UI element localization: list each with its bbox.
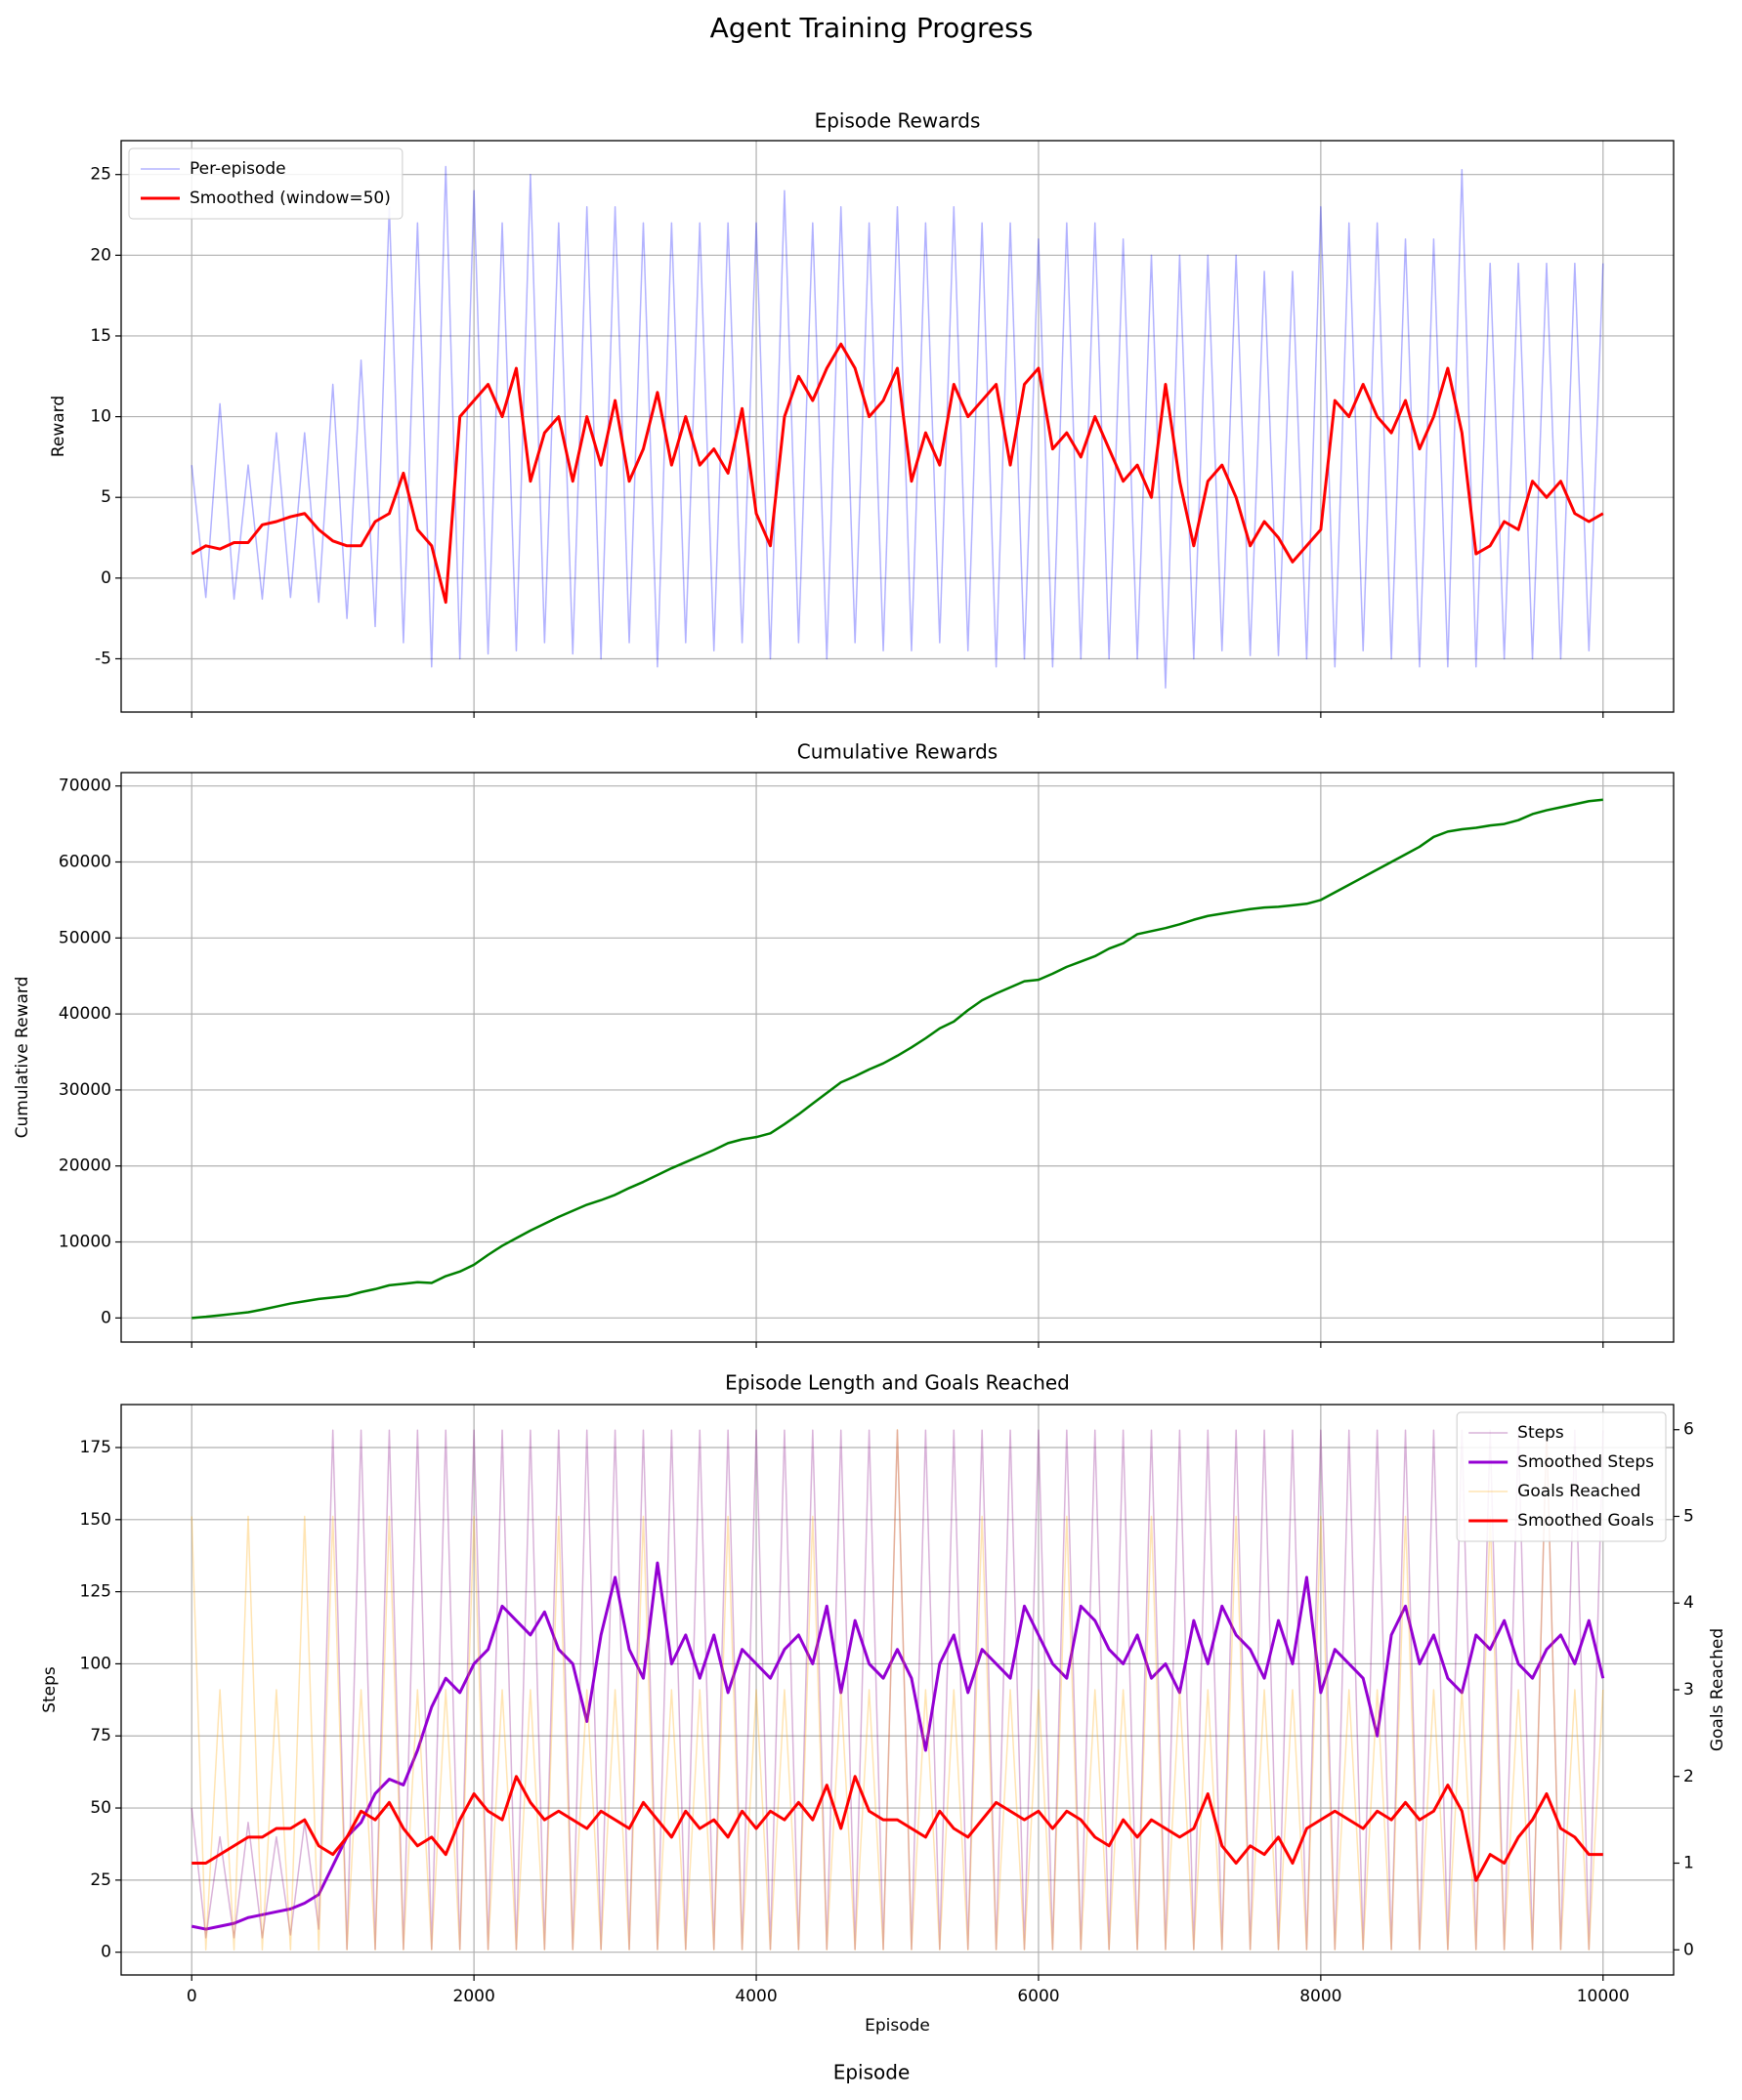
series-line [191, 1561, 1605, 1931]
series-line [191, 798, 1603, 1320]
series-line [191, 342, 1604, 605]
series-line [191, 1775, 1603, 1882]
x-tick-label: 4000 [735, 1987, 777, 2006]
series-line [191, 1429, 1604, 1951]
y2-tick-label: 3 [1683, 1680, 1694, 1700]
y2-tick-label: 0 [1683, 1940, 1694, 1959]
y-tick-label: 150 [80, 1510, 111, 1530]
y-tick-label: 50 [90, 1798, 111, 1818]
y-tick-label: 0 [101, 1943, 111, 1962]
x-axis-label: Episode [865, 2016, 930, 2036]
legend-label: Smoothed Steps [1517, 1452, 1654, 1472]
y2-tick-label: 4 [1683, 1593, 1694, 1613]
axes-frame [120, 772, 1675, 1343]
legend-label: Per-episode [190, 159, 286, 179]
y-tick-label: 30000 [59, 1080, 111, 1100]
x-tick-label: 2000 [453, 1987, 495, 2006]
y-tick-label: 10000 [59, 1233, 111, 1252]
y-tick-label: 25 [90, 1870, 111, 1890]
y-tick-label: 175 [80, 1438, 111, 1457]
y2-tick-label: 5 [1683, 1506, 1694, 1526]
series-line [191, 1428, 1604, 1952]
y-tick-label: 25 [90, 165, 111, 185]
y-axis-label: Cumulative Reward [13, 977, 32, 1139]
y2-axis-label: Goals Reached [1708, 1628, 1727, 1751]
y-axis-label: Reward [49, 396, 68, 457]
y-tick-label: 60000 [59, 852, 111, 871]
legend: Steps Smoothed Steps Goals Reached Smoothed… [1456, 1411, 1667, 1542]
chart-title: Episode Length and Goals Reached [725, 1371, 1070, 1395]
y-tick-label: 20 [90, 245, 111, 265]
y-tick-label: 15 [90, 326, 111, 346]
legend-label: Steps [1517, 1423, 1564, 1443]
legend: Per-episode Smoothed (window=50) [128, 147, 404, 220]
legend-label: Smoothed Goals [1517, 1511, 1654, 1531]
y-tick-label: 100 [80, 1654, 111, 1673]
y-tick-label: 10 [90, 407, 111, 427]
axes-frame [120, 140, 1675, 713]
chart-title: Cumulative Rewards [797, 740, 998, 764]
legend-label: Goals Reached [1517, 1482, 1640, 1501]
y-tick-label: 5 [101, 487, 111, 507]
axes-frame [120, 1404, 1675, 1976]
y-tick-label: 70000 [59, 777, 111, 796]
y-tick-label: -5 [95, 649, 111, 668]
chart-title: Episode Rewards [815, 109, 981, 133]
series-line [191, 165, 1604, 689]
y-tick-label: 20000 [59, 1156, 111, 1176]
y2-tick-label: 1 [1683, 1854, 1694, 1873]
legend-box [1456, 1411, 1667, 1542]
x-tick-label: 6000 [1017, 1987, 1059, 2006]
y-axis-label: Steps [40, 1666, 60, 1713]
figure-title: Agent Training Progress [710, 12, 1034, 44]
y-tick-label: 0 [101, 1308, 111, 1327]
y-tick-label: 75 [90, 1726, 111, 1745]
y2-tick-label: 2 [1683, 1767, 1694, 1786]
y-tick-label: 0 [101, 568, 111, 588]
x-tick-label: 0 [187, 1987, 197, 2006]
x-tick-label: 8000 [1299, 1987, 1341, 2006]
y-tick-label: 40000 [59, 1004, 111, 1024]
x-tick-label: 10000 [1577, 1987, 1630, 2006]
legend-box [128, 147, 404, 220]
legend-label: Smoothed (window=50) [190, 189, 391, 208]
y2-tick-label: 6 [1683, 1420, 1694, 1440]
y-tick-label: 50000 [59, 928, 111, 947]
y-tick-label: 125 [80, 1582, 111, 1602]
figure-x-label: Episode [833, 2061, 911, 2084]
